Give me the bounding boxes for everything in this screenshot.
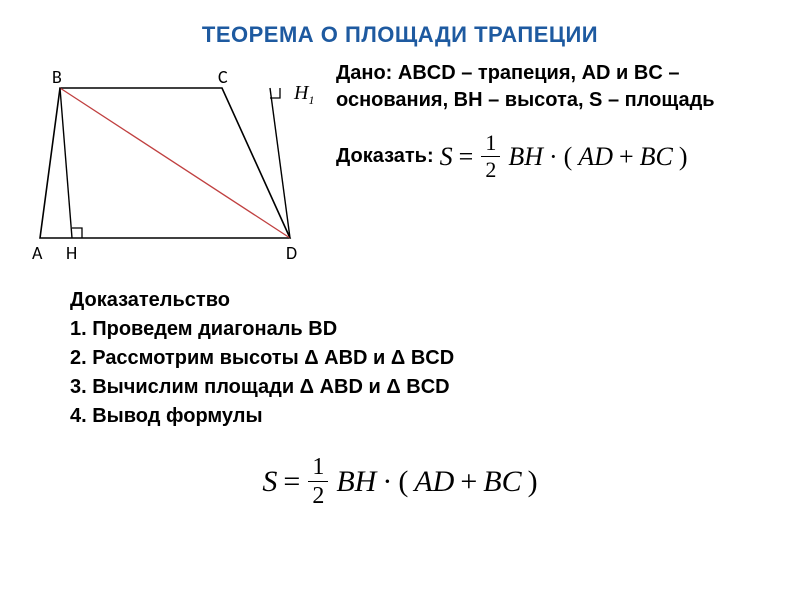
ff-eq: =	[283, 465, 300, 499]
proof-step-2: 2. Рассмотрим высоты Δ ABD и Δ BCD	[70, 344, 730, 373]
h1-sub: 1	[308, 93, 314, 107]
ff-num: 1	[308, 455, 328, 482]
h1-letter: H	[294, 82, 308, 104]
vertex-d-label: D	[286, 242, 297, 264]
f-bc: BC	[640, 139, 673, 174]
f-lhs: S	[440, 139, 453, 174]
proof-step-1: 1. Проведем диагональ BD	[70, 315, 730, 344]
ff-ad: AD	[414, 465, 454, 499]
f-ad: AD	[578, 139, 613, 174]
f-po: (	[564, 139, 573, 174]
f-pc: )	[679, 139, 688, 174]
proof-heading: Доказательство	[70, 286, 730, 315]
f-eq: =	[459, 139, 474, 174]
f-plus: +	[619, 139, 634, 174]
f-frac: 1 2	[481, 132, 500, 181]
prove-row: Доказать: S = 1 2 BH · ( AD + BC )	[336, 132, 778, 181]
diagram-svg	[22, 58, 322, 268]
vertex-b-label: B	[52, 66, 62, 88]
prove-label: Доказать:	[336, 143, 434, 170]
trapezoid-diagram: B C A H D H1	[22, 58, 322, 268]
ff-plus: +	[460, 465, 477, 499]
ff-lhs: S	[262, 465, 277, 499]
ff-bc: BC	[483, 465, 521, 499]
area-formula-inline: S = 1 2 BH · ( AD + BC )	[440, 132, 688, 181]
ff-den: 2	[312, 482, 324, 508]
top-row: B C A H D H1 Дано: ABCD – трапеция, AD и…	[0, 58, 800, 268]
area-formula-final: S = 1 2 BH · ( AD + BC )	[262, 455, 537, 508]
ff-po: (	[398, 465, 408, 499]
right-column: Дано: ABCD – трапеция, AD и BC – основан…	[336, 58, 778, 268]
f-bh: BH	[508, 139, 543, 174]
point-h-label: H	[66, 242, 77, 264]
point-h1-label: H1	[294, 82, 314, 108]
f-den: 2	[485, 157, 496, 181]
vertex-c-label: C	[218, 66, 228, 88]
f-num: 1	[481, 132, 500, 157]
ff-dot: ·	[382, 465, 392, 499]
ff-pc: )	[528, 465, 538, 499]
page-title: ТЕОРЕМА О ПЛОЩАДИ ТРАПЕЦИИ	[0, 0, 800, 58]
given-text: Дано: ABCD – трапеция, AD и BC – основан…	[336, 60, 778, 114]
ff-frac: 1 2	[308, 455, 328, 508]
vertex-a-label: A	[32, 242, 42, 264]
f-dot: ·	[549, 139, 558, 174]
final-formula-block: S = 1 2 BH · ( AD + BC )	[0, 455, 800, 508]
proof-step-3: 3. Вычислим площади Δ ABD и Δ BCD	[70, 373, 730, 402]
proof-step-4: 4. Вывод формулы	[70, 402, 730, 431]
proof-block: Доказательство 1. Проведем диагональ BD …	[0, 268, 800, 431]
ff-bh: BH	[336, 465, 376, 499]
